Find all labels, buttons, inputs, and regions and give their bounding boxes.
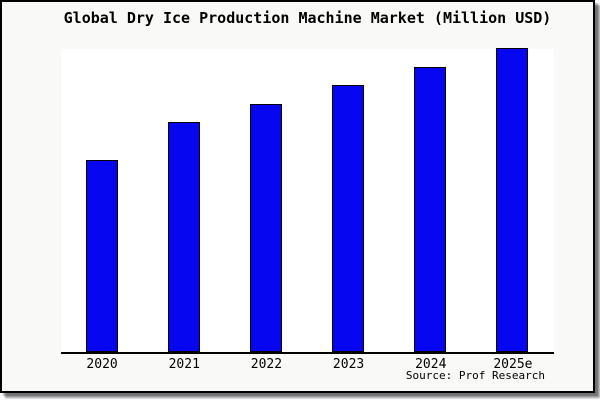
x-tick-label-2025e: 2025e — [493, 357, 533, 372]
x-tick-label-2022: 2022 — [250, 357, 283, 372]
x-tick-label-2020: 2020 — [86, 357, 118, 372]
chart-card: Global Dry Ice Production Machine Market… — [0, 0, 595, 393]
bar-2025e — [496, 48, 529, 352]
x-tick-label-2024: 2024 — [415, 357, 447, 372]
bar-2020 — [85, 160, 118, 352]
chart-title: Global Dry Ice Production Machine Market… — [63, 9, 552, 27]
bar-2024 — [414, 67, 447, 352]
plot-area — [61, 48, 554, 354]
source-credit: Source: Prof Research — [405, 369, 545, 382]
bar-2022 — [249, 104, 282, 352]
bar-2023 — [332, 85, 365, 352]
bar-2021 — [167, 122, 200, 352]
x-tick-label-2021: 2021 — [168, 357, 200, 372]
x-tick-label-2023: 2023 — [332, 357, 365, 372]
